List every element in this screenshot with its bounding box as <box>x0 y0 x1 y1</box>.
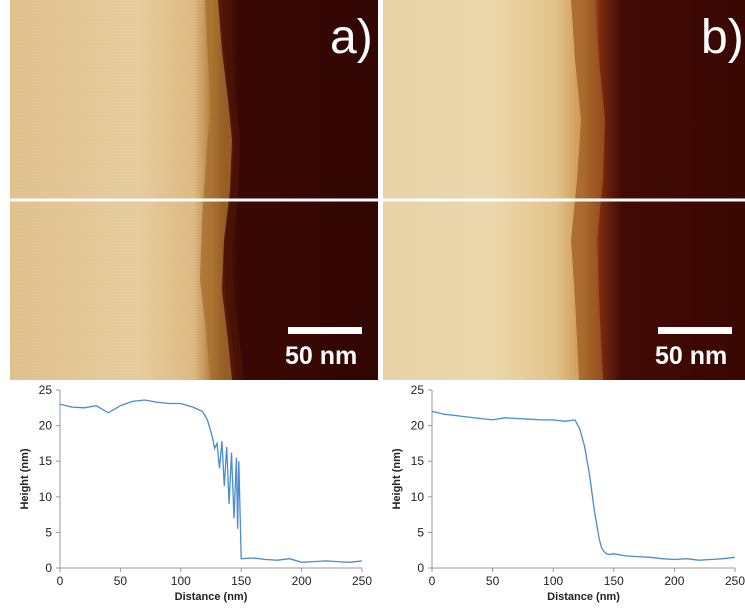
x-tick-label: 200 <box>292 574 312 588</box>
y-tick-label: 10 <box>411 490 425 504</box>
panel-label-b: b) <box>701 11 744 64</box>
scale-bar-a <box>288 327 362 334</box>
x-tick-label: 100 <box>543 574 563 588</box>
x-tick-label: 0 <box>57 574 64 588</box>
x-tick-label: 150 <box>231 574 251 588</box>
afm-image-b: b) 50 nm <box>383 0 745 380</box>
x-tick-label: 250 <box>725 574 745 588</box>
scale-bar-b <box>658 327 732 334</box>
y-axis-label: Height (nm) <box>391 448 403 509</box>
x-tick-label: 250 <box>352 574 372 588</box>
y-axis-label: Height (nm) <box>19 448 31 509</box>
x-tick-label: 150 <box>604 574 624 588</box>
scale-bar-label-b: 50 nm <box>655 342 728 370</box>
panel-label-a: a) <box>330 11 373 64</box>
height-profile-line <box>59 399 363 563</box>
x-tick-label: 50 <box>114 574 128 588</box>
y-tick-label: 20 <box>411 419 425 433</box>
x-tick-label: 200 <box>664 574 684 588</box>
x-axis-label: Distance (nm) <box>175 591 248 603</box>
x-axis-label: Distance (nm) <box>547 591 620 603</box>
y-tick-label: 20 <box>39 419 53 433</box>
afm-topography-a <box>10 0 378 380</box>
y-tick-label: 15 <box>411 454 425 468</box>
y-tick-label: 10 <box>39 490 53 504</box>
y-tick-label: 5 <box>417 525 424 539</box>
scale-bar-label-a: 50 nm <box>285 342 358 370</box>
x-tick-label: 0 <box>429 574 436 588</box>
y-tick-label: 0 <box>45 561 52 575</box>
y-tick-label: 25 <box>411 383 425 397</box>
x-tick-label: 50 <box>486 574 500 588</box>
y-tick-label: 5 <box>45 525 52 539</box>
x-tick-label: 100 <box>171 574 191 588</box>
afm-topography-b <box>383 0 745 380</box>
y-tick-label: 0 <box>417 561 424 575</box>
y-tick-label: 25 <box>39 383 53 397</box>
height-profile-line <box>431 410 736 561</box>
afm-image-a: a) 50 nm <box>10 0 378 380</box>
y-tick-label: 15 <box>39 454 53 468</box>
